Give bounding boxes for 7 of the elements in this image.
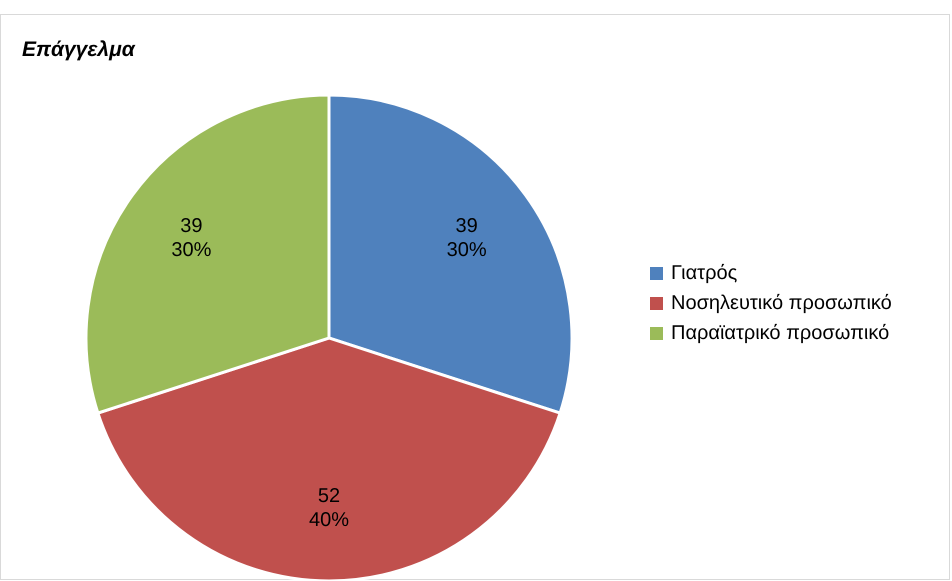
data-label: 52 40% <box>308 485 350 532</box>
chart-title: Επάγγελμα <box>22 38 135 62</box>
legend-label: Νοσηλευτικό προσωπικό <box>671 292 892 314</box>
legend-label: Γιατρός <box>671 262 738 284</box>
data-label: 39 30% <box>446 215 487 262</box>
legend-label: Παραϊατρικό προσωπικό <box>671 322 890 344</box>
data-label: 39 30% <box>171 215 212 262</box>
